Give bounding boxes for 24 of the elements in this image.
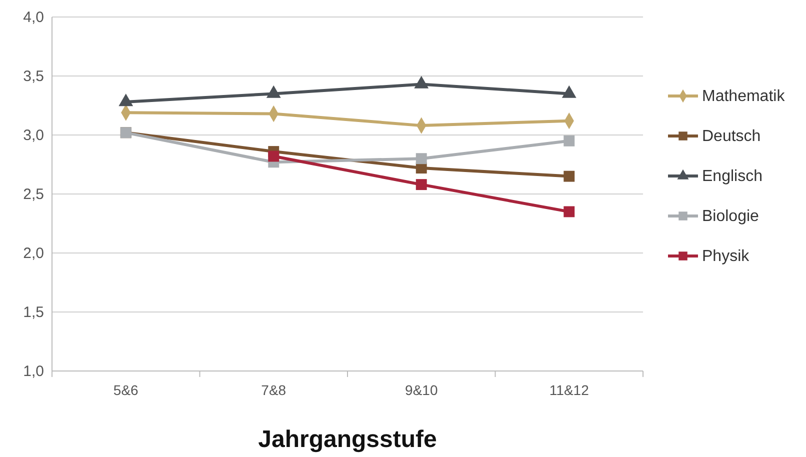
y-tick-label: 2,0 bbox=[23, 244, 44, 262]
legend-label: Deutsch bbox=[702, 128, 761, 145]
point bbox=[564, 170, 575, 182]
x-tick-label: 7&8 bbox=[261, 382, 286, 398]
y-tick-label: 4,0 bbox=[23, 8, 44, 26]
legend-label: Biologie bbox=[702, 208, 760, 225]
legend-label: Englisch bbox=[702, 168, 762, 185]
y-tick-label: 1,0 bbox=[23, 362, 44, 380]
point bbox=[564, 135, 575, 146]
point bbox=[416, 179, 427, 190]
point bbox=[268, 150, 280, 162]
x-axis-title: Jahrgangsstufe bbox=[258, 426, 437, 453]
point bbox=[416, 153, 427, 164]
y-tick-label: 1,5 bbox=[23, 304, 44, 321]
y-tick-label: 2,5 bbox=[23, 186, 44, 203]
x-tick-label: 5&6 bbox=[113, 382, 139, 398]
y-tick-label: 3,0 bbox=[23, 126, 44, 144]
legend-label: Mathematik bbox=[702, 88, 786, 105]
y-tick-label: 3,5 bbox=[23, 68, 44, 85]
x-tick-label: 9&10 bbox=[405, 382, 438, 398]
legend-label: Physik bbox=[702, 248, 750, 265]
point bbox=[118, 94, 134, 106]
point bbox=[564, 206, 575, 218]
x-tick-label: 11&12 bbox=[549, 382, 590, 398]
